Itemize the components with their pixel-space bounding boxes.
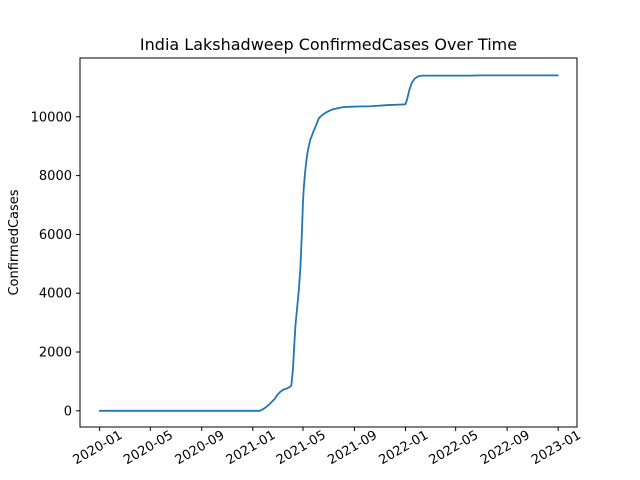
chart-title: India Lakshadweep ConfirmedCases Over Ti… <box>140 35 517 54</box>
y-tick-label: 2000 <box>39 346 72 361</box>
series-layer <box>98 74 559 412</box>
series-line <box>98 74 559 412</box>
y-axis-label: ConfirmedCases <box>7 189 22 295</box>
plot-frame <box>79 57 578 428</box>
y-tick-label: 0 <box>64 404 72 419</box>
y-tick-label: 8000 <box>39 169 72 184</box>
y-tick-label: 4000 <box>39 287 72 302</box>
y-tick-label: 6000 <box>39 228 72 243</box>
y-tick-label: 10000 <box>31 110 72 125</box>
